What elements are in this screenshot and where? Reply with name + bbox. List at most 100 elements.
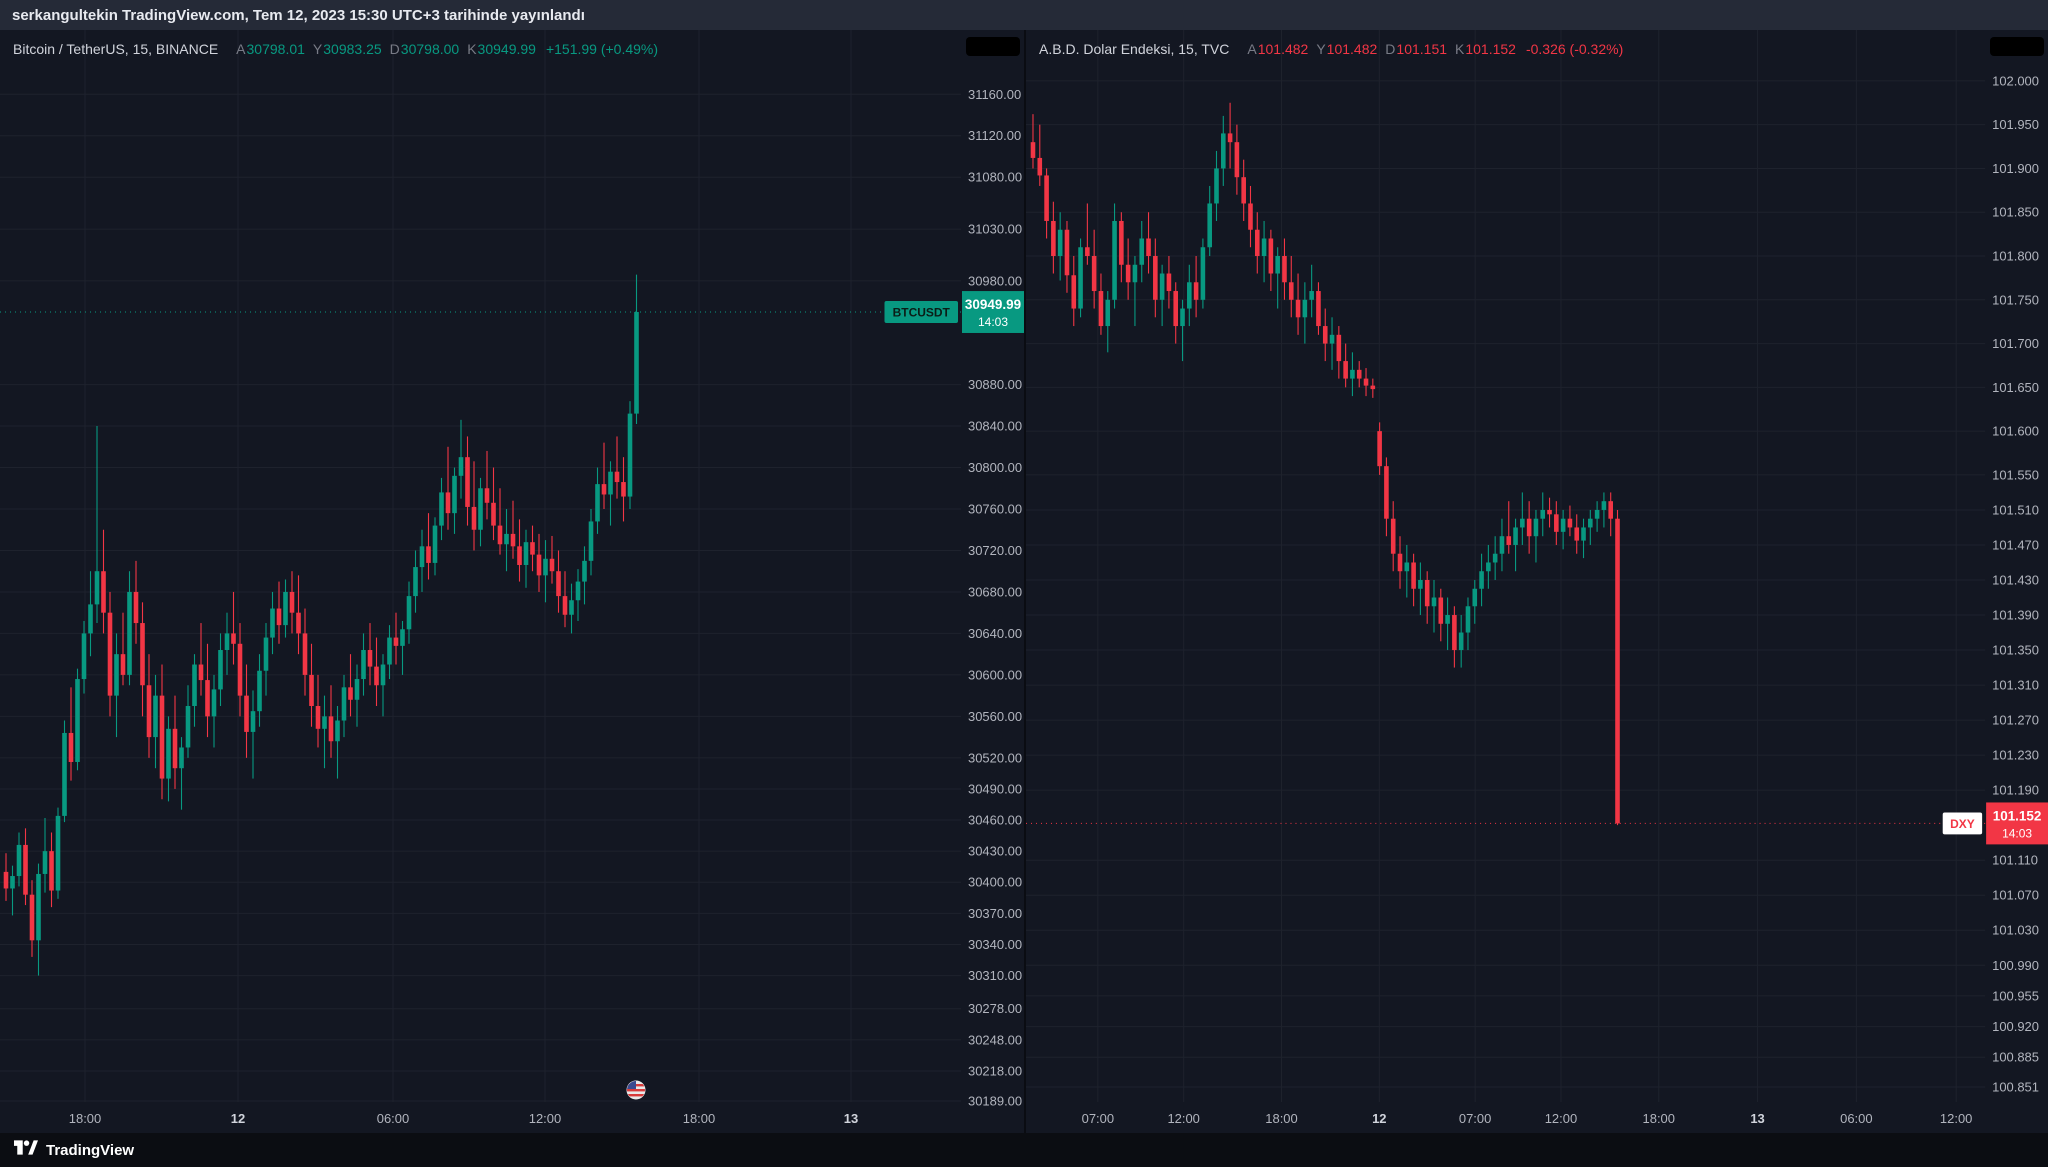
svg-text:100.851: 100.851 xyxy=(1992,1079,2039,1094)
chart-legend-btcusdt: Bitcoin / TetherUS, 15, BINANCE A30798.01… xyxy=(13,41,658,57)
svg-text:13: 13 xyxy=(844,1111,858,1126)
svg-text:101.550: 101.550 xyxy=(1992,467,2039,482)
price-axis[interactable]: 102.000 101.950 101.900 101.850 101.800 101.7… xyxy=(1992,73,2039,1094)
svg-text:100.885: 100.885 xyxy=(1992,1050,2039,1065)
svg-text:12:00: 12:00 xyxy=(529,1111,561,1126)
svg-text:101.110: 101.110 xyxy=(1992,853,2038,868)
svg-text:30680.00: 30680.00 xyxy=(968,584,1022,599)
svg-text:101.650: 101.650 xyxy=(1992,380,2039,395)
svg-text:30840.00: 30840.00 xyxy=(968,419,1022,434)
svg-text:18:00: 18:00 xyxy=(69,1111,101,1126)
svg-text:30949.99: 30949.99 xyxy=(965,297,1021,312)
svg-text:13: 13 xyxy=(1750,1111,1764,1126)
ohlc-value: 101.152 xyxy=(1465,41,1516,57)
symbol-title-dxy[interactable]: A.B.D. Dolar Endeksi, 15, TVC xyxy=(1039,41,1230,57)
candlestick-chart-btcusdt[interactable]: 31160.00 31120.00 31080.00 31030.00 30980.00… xyxy=(0,30,1024,1133)
ohlc-key: Y xyxy=(312,41,323,57)
ohlc-value: 30798.00 xyxy=(400,41,460,57)
redacted-toolbar-button[interactable] xyxy=(1990,37,2044,56)
svg-text:102.000: 102.000 xyxy=(1992,73,2039,88)
ohlc-key: D xyxy=(1385,41,1396,57)
ohlc-key: K xyxy=(467,41,477,57)
svg-text:30760.00: 30760.00 xyxy=(968,502,1022,517)
svg-text:101.950: 101.950 xyxy=(1992,117,2039,132)
candles xyxy=(3,274,639,976)
ohlc-value: 30949.99 xyxy=(477,41,536,57)
svg-text:12: 12 xyxy=(1372,1111,1386,1126)
svg-text:30980.00: 30980.00 xyxy=(968,273,1022,288)
svg-text:100.955: 100.955 xyxy=(1992,988,2039,1003)
tradingview-logo-icon xyxy=(14,1140,38,1160)
svg-text:30248.00: 30248.00 xyxy=(968,1032,1022,1047)
redacted-toolbar-button[interactable] xyxy=(966,37,1020,56)
svg-text:101.900: 101.900 xyxy=(1992,161,2039,176)
ohlc-value: 101.482 xyxy=(1326,41,1378,57)
svg-text:101.430: 101.430 xyxy=(1992,572,2039,587)
price-tag: DXY 101.152 14:03 xyxy=(1942,802,2048,845)
svg-text:100.920: 100.920 xyxy=(1992,1019,2039,1034)
svg-text:12:00: 12:00 xyxy=(1545,1111,1577,1126)
ohlc-key: Y xyxy=(1316,41,1326,57)
price-tag: BTCUSDT 30949.99 14:03 xyxy=(884,291,1024,333)
svg-text:06:00: 06:00 xyxy=(1840,1111,1872,1126)
ohlc-value: 30798.01 xyxy=(246,41,305,57)
svg-text:101.030: 101.030 xyxy=(1992,923,2039,938)
svg-text:101.070: 101.070 xyxy=(1992,888,2039,903)
svg-text:100.990: 100.990 xyxy=(1992,958,2039,973)
candles xyxy=(1030,102,1620,826)
svg-text:30218.00: 30218.00 xyxy=(968,1063,1022,1078)
svg-text:30560.00: 30560.00 xyxy=(968,709,1022,724)
footer-bar: TradingView xyxy=(0,1133,2048,1167)
svg-text:30310.00: 30310.00 xyxy=(968,968,1022,983)
svg-text:101.470: 101.470 xyxy=(1992,537,2039,552)
svg-text:07:00: 07:00 xyxy=(1082,1111,1114,1126)
svg-text:30720.00: 30720.00 xyxy=(968,543,1022,558)
svg-text:101.750: 101.750 xyxy=(1992,292,2039,307)
svg-text:101.152: 101.152 xyxy=(1993,808,2042,823)
ohlc-values: A101.482 Y101.482 D101.151 K101.152 xyxy=(1239,41,1516,57)
svg-text:101.190: 101.190 xyxy=(1992,783,2039,798)
ohlc-values: A30798.01 Y30983.25 D30798.00 K30949.99 xyxy=(228,41,536,57)
ohlc-value: 101.482 xyxy=(1257,41,1309,57)
svg-text:101.310: 101.310 xyxy=(1992,678,2039,693)
svg-text:30278.00: 30278.00 xyxy=(968,1001,1022,1016)
svg-text:30460.00: 30460.00 xyxy=(968,813,1022,828)
svg-text:101.270: 101.270 xyxy=(1992,713,2039,728)
time-axis[interactable]: 07:00 12:00 18:00 12 07:00 12:00 18:00 13 06:00 1… xyxy=(1082,1111,1973,1126)
symbol-title-btcusdt[interactable]: Bitcoin / TetherUS, 15, BINANCE xyxy=(13,41,219,57)
svg-text:101.510: 101.510 xyxy=(1992,502,2039,517)
svg-text:30600.00: 30600.00 xyxy=(968,667,1022,682)
svg-text:18:00: 18:00 xyxy=(1643,1111,1675,1126)
chart-pane-dxy: 102.000 101.950 101.900 101.850 101.800 101.7… xyxy=(1024,30,2048,1133)
svg-text:31120.00: 31120.00 xyxy=(968,128,1021,143)
charts-area: 31160.00 31120.00 31080.00 31030.00 30980.00… xyxy=(0,30,2048,1133)
svg-text:BTCUSDT: BTCUSDT xyxy=(893,306,951,320)
ohlc-value: 101.151 xyxy=(1396,41,1448,57)
tradingview-brand[interactable]: TradingView xyxy=(46,1141,135,1159)
svg-text:12: 12 xyxy=(231,1111,245,1126)
ohlc-key: D xyxy=(389,41,400,57)
time-axis[interactable]: 18:00 12 06:00 12:00 18:00 13 xyxy=(69,1111,858,1126)
svg-text:07:00: 07:00 xyxy=(1459,1111,1491,1126)
svg-text:31030.00: 31030.00 xyxy=(968,222,1022,237)
economic-event-icon[interactable] xyxy=(626,1080,646,1100)
chart-legend-dxy: A.B.D. Dolar Endeksi, 15, TVC A101.482 Y10… xyxy=(1039,41,1623,57)
price-axis[interactable]: 31160.00 31120.00 31080.00 31030.00 30980.00… xyxy=(968,87,1022,1109)
svg-text:14:03: 14:03 xyxy=(2002,826,2032,840)
svg-text:30490.00: 30490.00 xyxy=(968,781,1022,796)
svg-text:30520.00: 30520.00 xyxy=(968,750,1022,765)
svg-text:30800.00: 30800.00 xyxy=(968,460,1022,475)
svg-text:30880.00: 30880.00 xyxy=(968,377,1022,392)
grid xyxy=(0,30,961,1103)
svg-text:30189.00: 30189.00 xyxy=(968,1094,1022,1109)
svg-text:18:00: 18:00 xyxy=(1265,1111,1297,1126)
svg-text:14:03: 14:03 xyxy=(978,315,1008,329)
svg-text:12:00: 12:00 xyxy=(1940,1111,1972,1126)
ohlc-key: A xyxy=(1247,41,1257,57)
candlestick-chart-dxy[interactable]: 102.000 101.950 101.900 101.850 101.800 101.7… xyxy=(1026,30,2048,1133)
svg-text:30340.00: 30340.00 xyxy=(968,937,1022,952)
publication-text: serkangultekin TradingView.com, Tem 12, … xyxy=(12,6,585,24)
svg-text:101.230: 101.230 xyxy=(1992,748,2039,763)
publication-bar: serkangultekin TradingView.com, Tem 12, … xyxy=(0,0,2048,30)
svg-text:30370.00: 30370.00 xyxy=(968,906,1022,921)
